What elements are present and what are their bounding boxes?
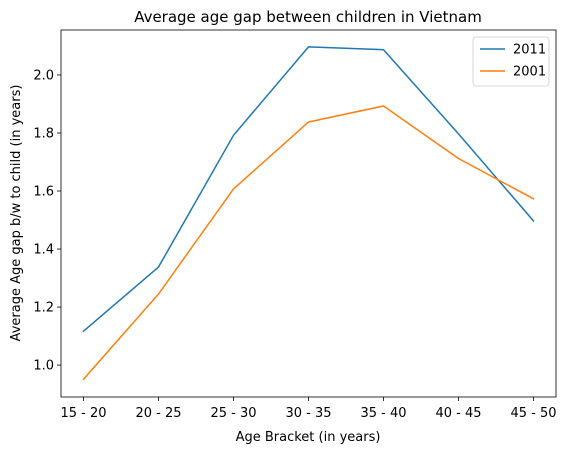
y-tick-label: 1.0 bbox=[33, 359, 54, 374]
series-lines bbox=[82, 46, 535, 381]
x-axis-label: Age Bracket (in years) bbox=[236, 430, 381, 445]
legend: 2011 2001 bbox=[472, 36, 550, 87]
y-tick-label: 1.2 bbox=[33, 301, 54, 316]
y-tick-label: 1.6 bbox=[33, 185, 54, 200]
x-tick-label: 15 - 20 bbox=[60, 406, 106, 421]
chart-title: Average age gap between children in Viet… bbox=[134, 8, 482, 26]
series-line-2001 bbox=[82, 105, 535, 381]
x-tick-label: 25 - 30 bbox=[210, 406, 256, 421]
x-tick-label: 35 - 40 bbox=[360, 406, 406, 421]
y-axis-ticks: 1.0 1.2 1.4 1.6 1.8 2.0 bbox=[33, 68, 61, 374]
x-tick-label: 20 - 25 bbox=[135, 406, 181, 421]
x-axis-ticks: 15 - 20 20 - 25 25 - 30 30 - 35 35 - 40 40 - … bbox=[60, 397, 557, 421]
series-line-2011 bbox=[82, 46, 535, 333]
y-tick-label: 1.8 bbox=[33, 126, 54, 141]
y-tick-label: 1.4 bbox=[33, 243, 54, 258]
y-tick-label: 2.0 bbox=[33, 68, 54, 83]
legend-label-2001: 2001 bbox=[513, 65, 546, 80]
x-tick-label: 30 - 35 bbox=[285, 406, 331, 421]
x-tick-label: 45 - 50 bbox=[510, 406, 556, 421]
legend-items: 2011 2001 bbox=[480, 43, 546, 80]
y-axis-label: Average Age gap b/w to child (in years) bbox=[9, 85, 24, 342]
legend-label-2011: 2011 bbox=[513, 43, 546, 58]
x-tick-label: 40 - 45 bbox=[435, 406, 481, 421]
